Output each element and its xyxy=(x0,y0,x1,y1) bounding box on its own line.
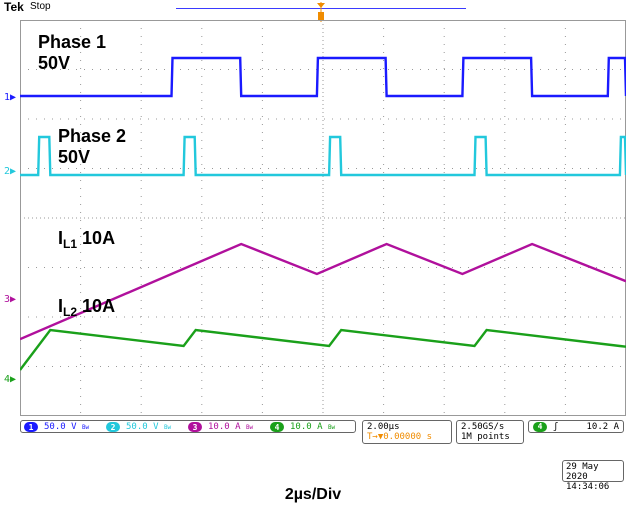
ch1-ground-marker[interactable]: 1▶ xyxy=(4,92,17,103)
waveform-phase-1 xyxy=(20,56,626,98)
acquisition-state: Stop xyxy=(30,1,51,12)
acquisition-readout[interactable]: 2.50GS/s 1M points xyxy=(456,420,524,444)
bw-limit-icon: Bw xyxy=(245,423,254,431)
trigger-level: 10.2 A xyxy=(586,421,619,432)
ch2-setting[interactable]: 2 50.0 V Bw xyxy=(106,422,171,432)
date-text: 29 May 2020 xyxy=(566,462,599,482)
time-text: 14:34:06 xyxy=(566,482,610,492)
ch3-ground-marker[interactable]: 3▶ xyxy=(4,294,17,305)
datetime-readout: 29 May 2020 14:34:06 xyxy=(562,460,624,492)
timebase-position: T→▼0.00000 s xyxy=(367,432,433,442)
phase2-label: Phase 2 50V xyxy=(58,126,127,167)
ch4-badge: 4 xyxy=(270,422,284,432)
ch4-ground-marker[interactable]: 4▶ xyxy=(4,374,17,385)
trigger-readout[interactable]: 4 ʃ 10.2 A xyxy=(528,420,624,433)
il2-label: IL2 10A xyxy=(58,296,116,319)
brand-logo: Tek xyxy=(4,0,24,14)
ch1-badge: 1 xyxy=(24,422,38,432)
waveform-phase-2 xyxy=(20,135,626,177)
timebase-readout[interactable]: 2.00µs T→▼0.00000 s xyxy=(362,420,452,444)
waveform-il1 xyxy=(20,242,626,341)
record-length: 1M points xyxy=(461,432,510,442)
bw-limit-icon: Bw xyxy=(327,423,336,431)
ch2-ground-marker[interactable]: 2▶ xyxy=(4,166,17,177)
scope-display xyxy=(20,20,626,416)
ch3-setting[interactable]: 3 10.0 A Bw xyxy=(188,422,253,432)
ch1-setting[interactable]: 1 50.0 V Bw xyxy=(24,422,89,432)
ch3-badge: 3 xyxy=(188,422,202,432)
trigger-position-icon[interactable] xyxy=(316,2,326,22)
sample-rate: 2.50GS/s xyxy=(461,422,505,432)
trigger-source-badge: 4 xyxy=(533,421,547,432)
ch4-setting[interactable]: 4 10.0 A Bw xyxy=(270,422,335,432)
channel-settings-panel xyxy=(20,420,356,433)
timebase-scale: 2.00µs xyxy=(367,422,400,432)
waveform-il2 xyxy=(20,328,626,371)
phase1-label: Phase 1 50V xyxy=(38,32,107,73)
bw-limit-icon: Bw xyxy=(163,423,172,431)
scope-header: Tek Stop xyxy=(0,0,626,22)
ch2-badge: 2 xyxy=(106,422,120,432)
waveform-plot xyxy=(20,20,626,416)
trigger-slope-icon: ʃ xyxy=(553,421,559,432)
bw-limit-icon: Bw xyxy=(81,423,90,431)
il1-label: IL1 10A xyxy=(58,228,116,251)
caption: 2µs/Div xyxy=(284,486,342,503)
